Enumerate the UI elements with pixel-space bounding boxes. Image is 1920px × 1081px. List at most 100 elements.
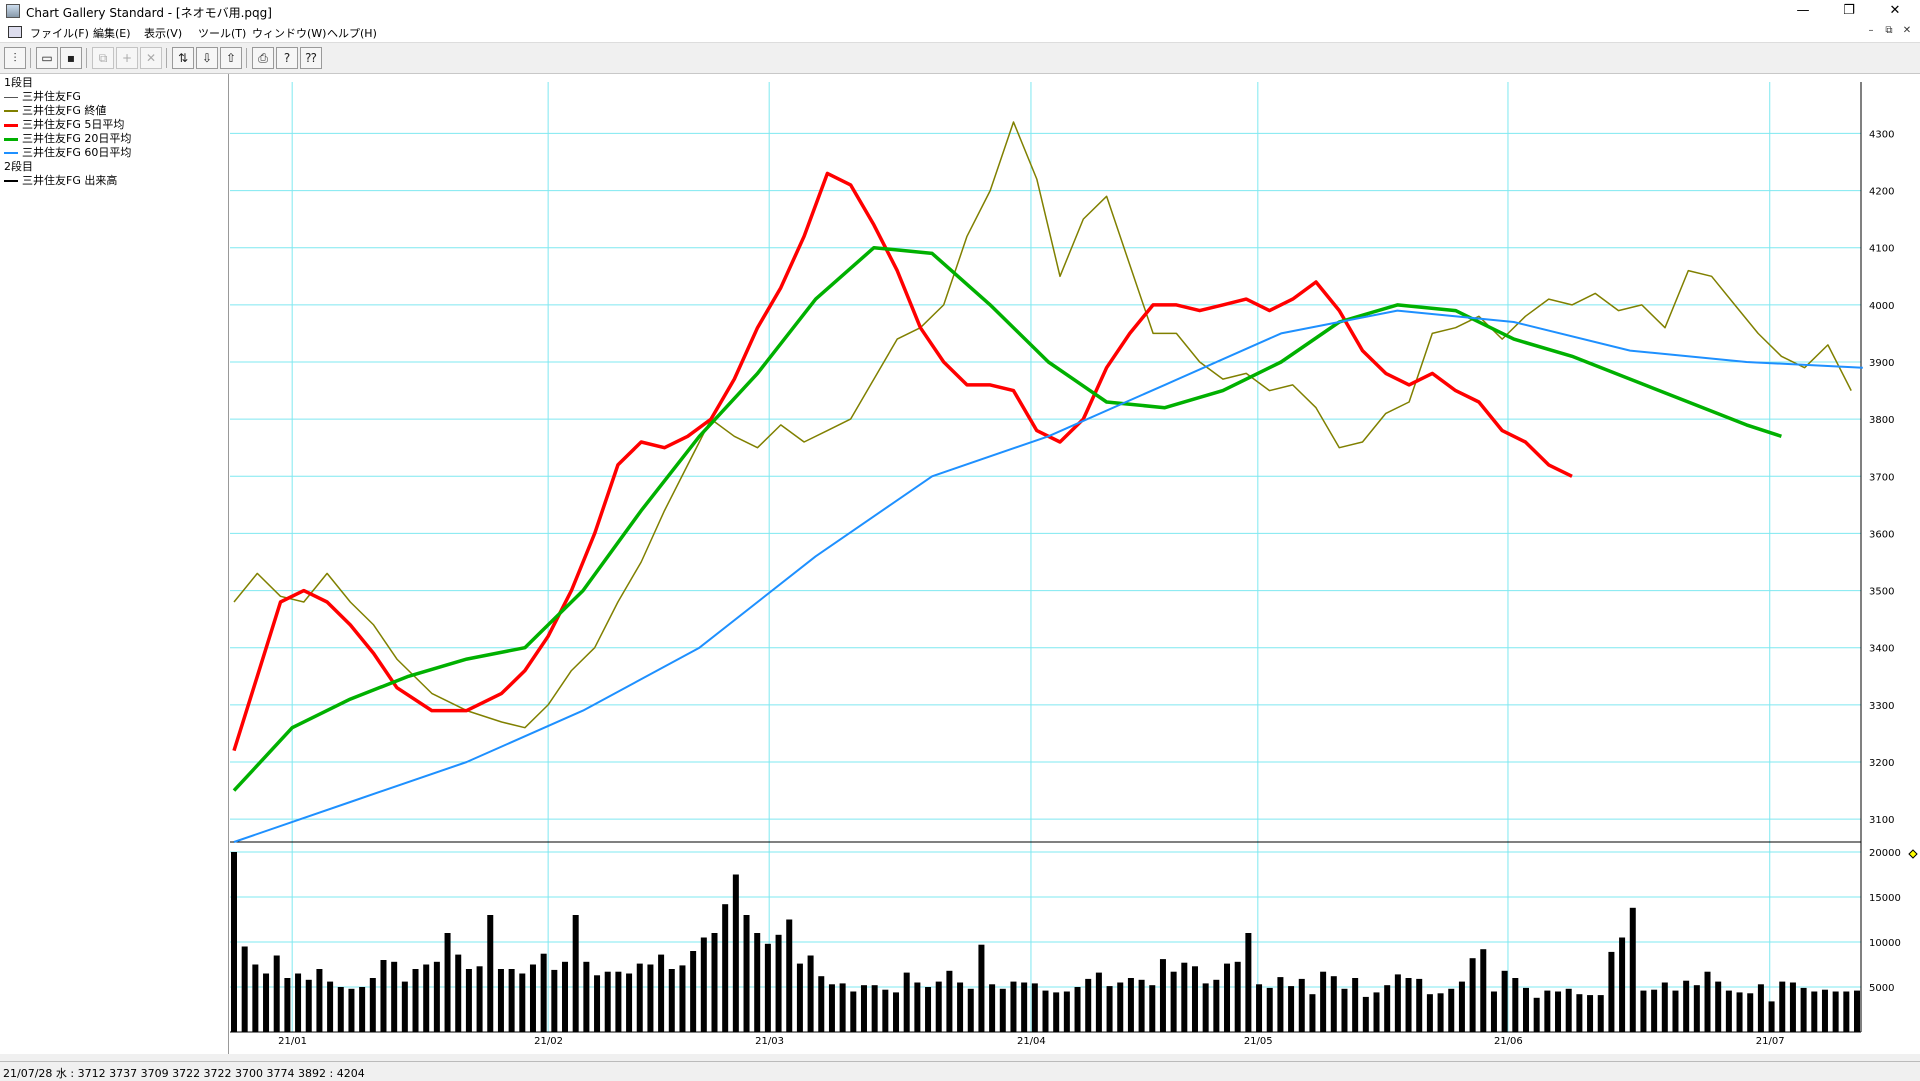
volume-bar — [636, 963, 643, 1032]
legend-item[interactable]: 三井住友FG — [4, 90, 81, 104]
x-tick-label: 21/07 — [1756, 1036, 1785, 1047]
minimize-button[interactable]: — — [1796, 3, 1810, 18]
app-icon — [6, 4, 20, 18]
series-line — [233, 121, 1852, 729]
download-icon[interactable]: ⇩ — [196, 47, 218, 69]
legend-item[interactable]: 三井住友FG 60日平均 — [4, 146, 131, 160]
x-tick-label: 21/06 — [1494, 1036, 1523, 1047]
x-tick-label: 21/04 — [1017, 1036, 1046, 1047]
legend-label: 三井住友FG — [22, 90, 81, 103]
volume-bar — [273, 955, 280, 1032]
legend-line-icon — [4, 137, 18, 141]
volume-bar — [540, 953, 547, 1032]
x-tick-label: 21/03 — [755, 1036, 784, 1047]
delete-icon[interactable]: ✕ — [140, 47, 162, 69]
legend-item[interactable]: 三井住友FG 5日平均 — [4, 118, 124, 132]
volume-bar — [263, 973, 270, 1032]
menu-edit[interactable]: 編集(E) — [93, 27, 131, 40]
volume-bar — [1501, 970, 1508, 1032]
mdi-minimize-button[interactable]: – — [1868, 25, 1874, 36]
menu-help[interactable]: ヘルプ(H) — [327, 27, 377, 40]
volume-bar — [1309, 994, 1316, 1032]
volume-bar — [1768, 1001, 1775, 1032]
volume-bar — [743, 915, 750, 1032]
volume-bar — [1149, 985, 1156, 1032]
copy-icon[interactable]: ⧉ — [92, 47, 114, 69]
legend-item[interactable]: 三井住友FG 終値 — [4, 104, 106, 118]
volume-bar — [711, 933, 718, 1032]
volume-bar — [860, 985, 867, 1032]
volume-bar — [1715, 981, 1722, 1032]
menu-file[interactable]: ファイル(F) — [30, 27, 89, 40]
volume-bar — [818, 976, 825, 1032]
volume-tick-label: 20000 — [1869, 848, 1901, 859]
swap-icon[interactable]: ⇅ — [172, 47, 194, 69]
volume-bar — [391, 961, 398, 1032]
context-help-icon[interactable]: ⁇ — [300, 47, 322, 69]
volume-bar — [1544, 990, 1551, 1032]
mdi-close-button[interactable]: ✕ — [1902, 25, 1912, 36]
volume-bar — [487, 915, 494, 1032]
legend-panel2-title: 2段目 — [4, 160, 33, 173]
volume-bar — [401, 981, 408, 1032]
volume-bar — [1063, 991, 1070, 1032]
save-icon[interactable]: ▪ — [60, 47, 82, 69]
volume-bar — [1555, 991, 1562, 1032]
volume-bar — [348, 988, 355, 1032]
volume-bar — [1042, 990, 1049, 1032]
price-tick-label: 4000 — [1869, 301, 1894, 312]
menu-window[interactable]: ウィンドウ(W) — [252, 27, 327, 40]
volume-bar — [497, 969, 504, 1032]
volume-bar — [732, 874, 739, 1032]
volume-bar — [1159, 959, 1166, 1032]
legend-item[interactable]: 三井住友FG 出来高 — [4, 174, 117, 188]
volume-bar — [444, 933, 451, 1032]
volume-bar — [604, 971, 611, 1032]
volume-bar — [775, 934, 782, 1032]
menu-tools[interactable]: ツール(T) — [198, 27, 247, 40]
menu-view[interactable]: 表示(V) — [144, 27, 183, 40]
price-tick-label: 3400 — [1869, 644, 1894, 655]
legend-item[interactable]: 三井住友FG 20日平均 — [4, 132, 131, 146]
status-text: 21/07/28 水 : 3712 3737 3709 3722 3722 37… — [3, 1067, 365, 1080]
legend-panel: 1段目 三井住友FG 三井住友FG 終値 三井住友FG 5日平均 三井住友FG … — [0, 74, 229, 1054]
volume-bar — [1202, 983, 1209, 1032]
volume-bar — [807, 955, 814, 1032]
volume-bar — [679, 965, 686, 1032]
volume-bar — [252, 964, 259, 1032]
volume-bar — [1234, 961, 1241, 1032]
help-icon[interactable]: ? — [276, 47, 298, 69]
volume-bar — [1576, 994, 1583, 1032]
chart-area[interactable]: 4300 4200 4100 4000 3900 3800 3700 3600 3500 3400… — [229, 74, 1920, 1054]
volume-bar — [1800, 987, 1807, 1032]
volume-bar — [1629, 907, 1636, 1032]
volume-bar — [1469, 958, 1476, 1032]
volume-bar — [850, 991, 857, 1032]
upload-icon[interactable]: ⇧ — [220, 47, 242, 69]
window-title: Chart Gallery Standard - [ネオモバ用.pqg] — [26, 6, 272, 20]
mdi-restore-button[interactable]: ⧉ — [1885, 25, 1893, 36]
volume-bar — [1490, 991, 1497, 1032]
legend-label: 三井住友FG 5日平均 — [22, 118, 125, 131]
open-folder-icon[interactable]: ▭ — [36, 47, 58, 69]
legend-line-icon — [4, 110, 18, 112]
toolbar-separator — [30, 48, 31, 68]
volume-bar — [989, 984, 996, 1032]
volume-bar — [1277, 977, 1284, 1032]
document-icon[interactable] — [8, 26, 22, 38]
print-icon[interactable]: ⎙ — [252, 47, 274, 69]
chart-type-icon[interactable]: ⫶ — [4, 47, 26, 69]
volume-tick-label: 10000 — [1869, 938, 1901, 949]
volume-bar — [327, 981, 334, 1032]
volume-bar — [882, 989, 889, 1032]
add-icon[interactable]: + — [116, 47, 138, 69]
volume-bar — [658, 954, 665, 1032]
volume-bar — [668, 969, 675, 1032]
chart-canvas[interactable]: 4300 4200 4100 4000 3900 3800 3700 3600 3500 3400… — [229, 74, 1920, 1054]
legend-panel1-title: 1段目 — [4, 76, 33, 89]
volume-bar — [1512, 978, 1519, 1032]
price-tick-label: 4200 — [1869, 187, 1894, 198]
close-button[interactable]: ✕ — [1889, 3, 1901, 18]
restore-button[interactable]: ❐ — [1843, 3, 1855, 18]
volume-bar — [1181, 962, 1188, 1032]
